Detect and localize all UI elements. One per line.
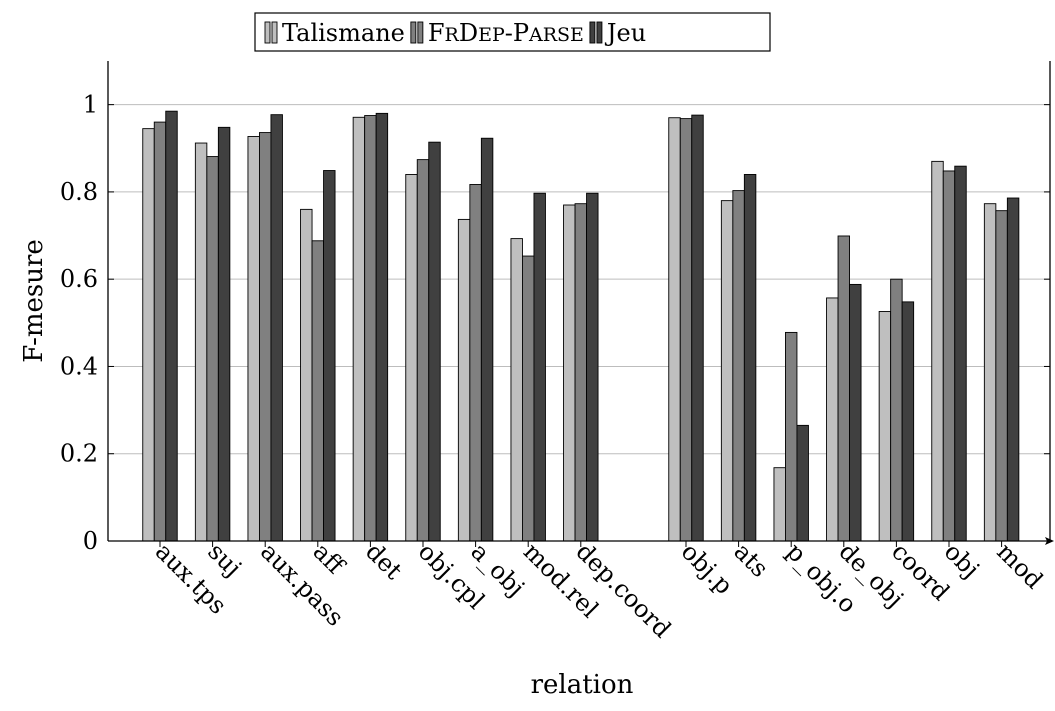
bar-frdep-parse-coord xyxy=(890,278,903,542)
bar-frdep-parse-mod-rel xyxy=(522,255,535,542)
bar-jeu-mod-rel xyxy=(533,192,546,542)
bar-talismane-aux-tps xyxy=(142,128,155,542)
bar-frdep-parse-det xyxy=(364,115,377,542)
bar-jeu-dep-coord xyxy=(586,192,599,542)
legend-swatch xyxy=(596,21,603,44)
legend-label: FRDEP-PARSE xyxy=(428,19,584,47)
bar-talismane-suj xyxy=(194,142,208,542)
legend-swatch xyxy=(271,21,278,44)
bar-frdep-parse-dep-coord xyxy=(574,203,587,542)
x-tick-label: aff xyxy=(308,537,351,580)
bar-jeu-obj-p xyxy=(691,114,704,542)
y-tick-label: 0 xyxy=(83,527,98,555)
legend-box xyxy=(254,12,771,52)
bar-talismane-ats xyxy=(720,200,734,542)
x-tick-label: obj.p xyxy=(676,537,738,599)
bar-frdep-parse-aux-pass xyxy=(259,132,272,542)
x-tick-label: suj xyxy=(202,537,247,582)
bar-frdep-parse-aff xyxy=(311,240,324,542)
bar-talismane-aux-pass xyxy=(247,136,260,542)
bars xyxy=(142,110,1020,542)
bar-jeu-aux-pass xyxy=(270,114,283,542)
y-axis-title: F-mesure xyxy=(19,239,49,363)
legend-item: Talismane xyxy=(264,19,405,47)
bar-jeu-mod xyxy=(1006,197,1020,542)
y-tick-label: 0.4 xyxy=(60,352,98,380)
legend-swatch xyxy=(589,21,596,44)
bar-jeu-coord xyxy=(901,301,915,542)
bar-frdep-parse-p-obj-o xyxy=(785,331,798,542)
bar-jeu-a-obj xyxy=(480,137,494,542)
x-axis-title: relation xyxy=(531,670,634,700)
bar-frdep-parse-aux-tps xyxy=(153,121,167,542)
x-tick-label: mod xyxy=(991,537,1048,594)
y-tick-label: 0.6 xyxy=(60,265,98,293)
y-tick-label: 0.8 xyxy=(60,178,98,206)
bar-talismane-obj-p xyxy=(668,117,681,542)
bar-talismane-dep-coord xyxy=(563,204,576,542)
x-tick-label: det xyxy=(360,537,408,585)
bar-frdep-parse-de-obj xyxy=(837,235,850,542)
y-tick-label: 1 xyxy=(83,91,98,119)
bar-talismane-obj-cpl xyxy=(405,174,418,542)
x-axis-arrow xyxy=(1045,537,1054,545)
legend-swatch xyxy=(264,21,271,44)
bar-jeu-de-obj xyxy=(849,283,862,542)
bar-jeu-ats xyxy=(743,174,757,542)
y-tick-label: 0.2 xyxy=(60,440,98,468)
bar-talismane-a-obj xyxy=(457,218,471,542)
bar-jeu-p-obj-o xyxy=(796,424,809,542)
bar-talismane-de-obj xyxy=(826,297,839,542)
y-tick-labels: 0 0.2 0.4 0.6 0.8 1 xyxy=(60,91,98,555)
bar-talismane-det xyxy=(352,116,366,542)
bar-talismane-coord xyxy=(878,311,892,542)
legend-swatch xyxy=(410,21,417,44)
legend-item: FRDEP-PARSE xyxy=(410,19,584,47)
legend-label: Talismane xyxy=(282,19,405,47)
bar-talismane-aff xyxy=(300,208,313,542)
bar-jeu-obj xyxy=(954,165,967,542)
bar-frdep-parse-ats xyxy=(732,190,745,542)
bar-talismane-mod-rel xyxy=(510,238,523,542)
bar-talismane-p-obj-o xyxy=(773,467,786,542)
bar-frdep-parse-mod xyxy=(995,210,1008,542)
bar-jeu-det xyxy=(375,112,389,542)
legend-swatch xyxy=(417,21,424,44)
bar-frdep-parse-a-obj xyxy=(469,184,482,542)
legend-label: Jeu xyxy=(604,19,646,47)
bar-jeu-aux-tps xyxy=(165,110,178,542)
axes xyxy=(107,61,1054,547)
legend: Talismane FRDEP-PARSE Jeu xyxy=(254,12,771,52)
legend-item: Jeu xyxy=(589,19,646,47)
bar-jeu-aff xyxy=(323,170,336,542)
bar-jeu-obj-cpl xyxy=(428,141,441,542)
bar-frdep-parse-obj xyxy=(942,170,956,542)
bar-jeu-suj xyxy=(217,126,231,542)
bar-frdep-parse-suj xyxy=(206,156,219,542)
bar-talismane-obj xyxy=(931,160,944,542)
bar-frdep-parse-obj-cpl xyxy=(416,159,430,542)
bar-talismane-mod xyxy=(983,203,997,542)
bar-frdep-parse-obj-p xyxy=(679,118,693,542)
